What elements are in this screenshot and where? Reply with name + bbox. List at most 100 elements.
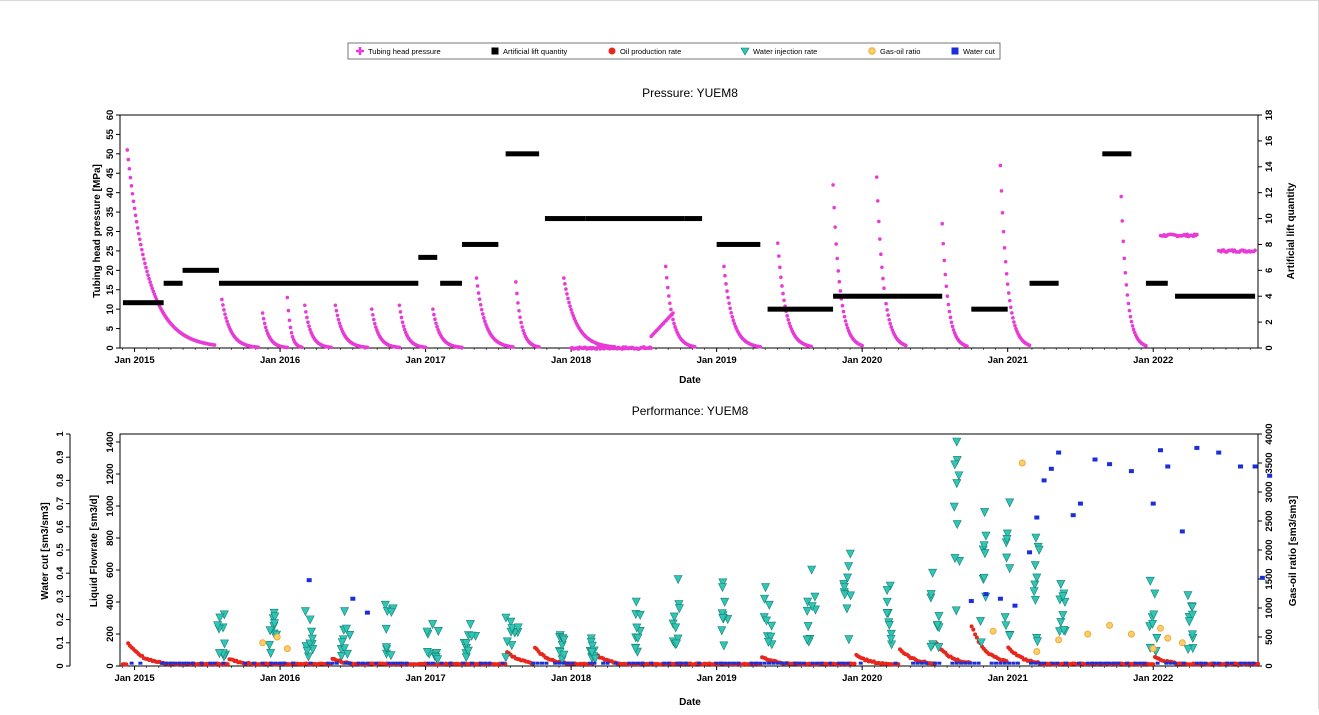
water-injection-point [951,606,961,616]
water-cut-point [291,661,296,665]
water-cut-point [1048,466,1054,471]
pressure-point [474,276,479,280]
pressure-point [256,345,261,350]
pressure-point [264,328,269,333]
pressure-point [136,231,141,236]
pressure-point [127,166,132,171]
performance-x-tick-label: Jan 2017 [406,673,446,684]
water-cut-point [487,661,492,665]
pressure-point [1126,301,1131,306]
pressure-point [946,302,951,307]
performance-x-tick-label: Jan 2022 [1133,673,1173,684]
water-cut-point [1238,464,1244,469]
water-cut-point [1267,473,1273,478]
pressure-point [482,316,486,320]
pressure-point [999,189,1004,193]
water-injection-point [1058,592,1068,602]
water-injection-point [981,531,991,541]
water-injection-point [671,623,681,633]
water-injection-point [807,565,817,575]
pressure-point [1010,311,1014,315]
pressure-point [138,242,143,247]
pressure-point [304,310,308,314]
water-injection-point [764,600,774,610]
pressure-point [262,321,267,326]
performance-y-tick-label: 1200 [105,463,116,484]
pressure-point [402,327,407,332]
water-injection-point [428,620,438,630]
water-injection-point [803,622,813,632]
water-cut-point [963,661,968,665]
pressure-point [483,319,487,324]
water-injection-point [1056,580,1066,590]
pressure-point [374,325,378,329]
pressure-point [336,317,341,322]
performance-outer-tick-label: 0 [55,663,66,668]
pressure-point [223,312,227,316]
water-cut-point [1179,529,1185,534]
pressure-point [943,272,948,277]
performance-y-tick-label: 400 [105,594,116,610]
lift-step [1029,280,1059,286]
pressure-point [781,291,785,296]
pressure-point [334,308,339,313]
pressure-y-tick-label: 50 [105,149,116,160]
pressure-x-tick-label: Jan 2022 [1133,355,1173,366]
pressure-point [775,241,780,245]
pressure-x-tick-label: Jan 2019 [697,355,737,366]
water-cut-point [212,661,217,665]
water-cut-point [924,661,929,665]
water-cut-point [470,661,475,665]
pressure-point [664,276,669,280]
water-cut-point [278,661,283,665]
water-cut-point [1247,661,1252,665]
lift-step [440,280,462,286]
water-injection-point [1030,580,1040,590]
water-cut-point [1225,661,1230,665]
water-injection-point [1002,535,1012,544]
pressure-point [727,301,731,306]
pressure-point [887,317,891,322]
water-cut-point [1165,464,1171,469]
water-injection-point [631,644,640,654]
gor-y2-label: Gas-oil ratio [sm3/sm3] [1288,496,1299,607]
pressure-point [149,283,153,288]
water-cut-point [1216,450,1222,455]
water-injection-point [717,583,727,593]
water-injection-point [1056,618,1066,628]
pressure-point [434,321,438,326]
lift-step [1102,151,1132,157]
water-cut-point [614,661,619,665]
pressure-point [949,320,954,325]
water-cut-point [426,661,431,665]
lift-step [544,216,586,222]
pressure-point [835,256,840,261]
water-cut-point [1194,661,1199,665]
pressure-point [649,346,653,350]
water-injection-point [952,456,962,466]
pressure-y-tick-label: 20 [105,265,116,276]
performance-outer-tick-label: 0.1 [55,635,66,649]
water-injection-point [949,502,959,512]
pressure-y2-tick-label: 12 [1264,187,1275,198]
water-cut-point [1103,661,1108,665]
gor-point [1018,459,1026,467]
water-injection-point [719,641,729,651]
pressure-point [1130,324,1135,328]
water-injection-point [422,627,432,637]
water-cut-point [601,661,606,665]
pressure-point [517,308,521,313]
water-cut-point [732,661,737,665]
pressure-point [882,286,886,291]
water-cut-point [190,661,195,665]
water-injection-point [302,646,312,656]
pressure-point [669,307,673,312]
water-cut-point [221,661,226,665]
water-injection-point [1184,617,1194,627]
water-cut-point [1116,661,1121,665]
pressure-point [886,313,890,317]
pressure-frame [119,114,1259,349]
water-cut-point [998,661,1003,665]
pressure-point [566,296,570,301]
water-cut-point [400,661,405,665]
